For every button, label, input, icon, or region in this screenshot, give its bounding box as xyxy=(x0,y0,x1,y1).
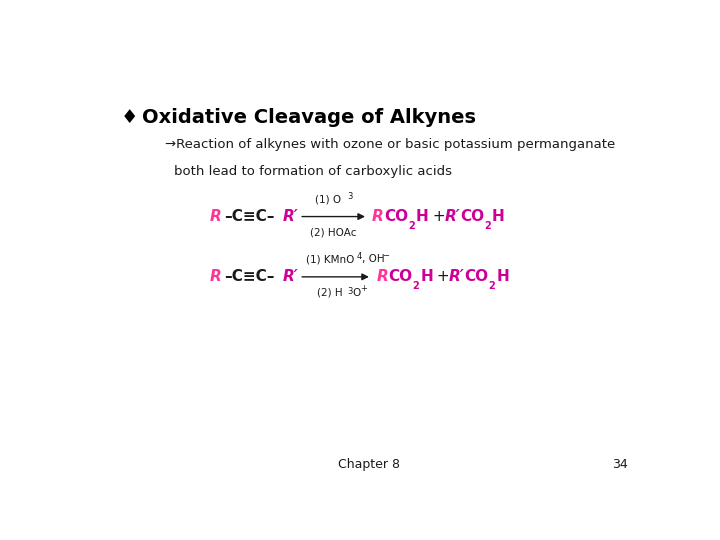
Text: 4: 4 xyxy=(356,252,362,261)
Text: R′: R′ xyxy=(282,209,298,224)
Text: H: H xyxy=(420,269,433,285)
Text: +: + xyxy=(432,269,454,285)
Text: (1) O: (1) O xyxy=(315,194,341,204)
Text: 2: 2 xyxy=(408,221,415,231)
Text: R′: R′ xyxy=(444,209,460,224)
Text: CO: CO xyxy=(460,209,484,224)
Text: CO: CO xyxy=(464,269,489,285)
Text: +: + xyxy=(360,284,367,293)
Text: R′: R′ xyxy=(282,269,298,285)
Text: H: H xyxy=(492,209,505,224)
Text: (2) H: (2) H xyxy=(317,288,343,298)
Text: R′: R′ xyxy=(449,269,464,285)
Text: Oxidative Cleavage of Alkynes: Oxidative Cleavage of Alkynes xyxy=(142,109,476,127)
Text: Chapter 8: Chapter 8 xyxy=(338,458,400,471)
Text: R: R xyxy=(210,209,222,224)
Text: H: H xyxy=(496,269,509,285)
Text: ♦: ♦ xyxy=(121,109,138,127)
Text: (2) HOAc: (2) HOAc xyxy=(310,227,357,238)
Text: –C≡C–: –C≡C– xyxy=(224,269,274,285)
Text: CO: CO xyxy=(384,209,408,224)
Text: R: R xyxy=(210,269,222,285)
Text: O: O xyxy=(353,288,361,298)
Text: 2: 2 xyxy=(484,221,491,231)
Text: 2: 2 xyxy=(413,281,419,291)
Text: , OH: , OH xyxy=(362,254,385,265)
Text: (1) KMnO: (1) KMnO xyxy=(306,254,354,265)
Text: R: R xyxy=(377,269,388,285)
Text: −: − xyxy=(382,251,389,260)
Text: –C≡C–: –C≡C– xyxy=(224,209,274,224)
Text: R: R xyxy=(372,209,384,224)
Text: →Reaction of alkynes with ozone or basic potassium permanganate: →Reaction of alkynes with ozone or basic… xyxy=(166,138,616,151)
Text: CO: CO xyxy=(389,269,413,285)
Text: +: + xyxy=(428,209,450,224)
Text: 2: 2 xyxy=(488,281,495,291)
Text: 3: 3 xyxy=(347,287,353,296)
Text: 34: 34 xyxy=(612,458,628,471)
Text: both lead to formation of carboxylic acids: both lead to formation of carboxylic aci… xyxy=(174,165,451,178)
Text: H: H xyxy=(416,209,428,224)
Text: 3: 3 xyxy=(348,192,353,201)
